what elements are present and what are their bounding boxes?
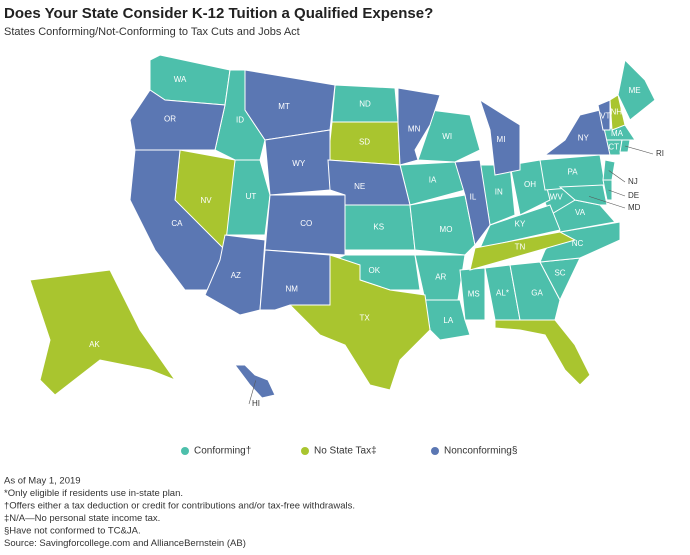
state bbox=[244, 69, 336, 141]
note: ‡N/A—No personal state income tax. bbox=[4, 513, 160, 524]
state-label: NM bbox=[285, 284, 298, 293]
state bbox=[234, 364, 276, 399]
state bbox=[494, 319, 591, 386]
note: As of May 1, 2019 bbox=[4, 476, 81, 487]
state-label: WA bbox=[174, 75, 187, 84]
leader-line bbox=[608, 170, 626, 183]
state-label: FL bbox=[542, 340, 552, 349]
legend: Conforming† No State Tax‡ Nonconforming§ bbox=[181, 446, 517, 457]
state-label: ID bbox=[236, 116, 244, 125]
state-label: TX bbox=[359, 314, 370, 323]
state bbox=[409, 194, 476, 256]
legend-swatch bbox=[301, 447, 309, 455]
legend-swatch bbox=[181, 447, 189, 455]
state bbox=[479, 98, 521, 176]
state-label: AR bbox=[435, 273, 446, 282]
note: *Only eligible if residents use in-state… bbox=[4, 488, 183, 499]
state bbox=[609, 94, 626, 131]
leader-line bbox=[588, 196, 626, 209]
state-label: OH bbox=[524, 180, 536, 189]
note: Source: Savingforcollege.com and Allianc… bbox=[4, 538, 246, 549]
state-label: DE bbox=[628, 191, 639, 200]
state-label: HI bbox=[252, 399, 260, 408]
state bbox=[469, 231, 577, 271]
state-label: CT bbox=[608, 143, 619, 152]
state-label: TN bbox=[515, 243, 526, 252]
state bbox=[204, 234, 266, 316]
state-label: SD bbox=[359, 137, 370, 146]
state-label: CO bbox=[300, 219, 312, 228]
state-label: KY bbox=[515, 220, 526, 229]
state-label: MI bbox=[497, 135, 506, 144]
state-label: UT bbox=[246, 192, 257, 201]
legend-label: No State Tax‡ bbox=[314, 446, 377, 457]
leader-line bbox=[608, 189, 626, 197]
state-label: AK bbox=[89, 340, 100, 349]
notes: As of May 1, 2019*Only eligible if resid… bbox=[4, 476, 355, 550]
state bbox=[602, 159, 616, 181]
state bbox=[454, 159, 491, 247]
state bbox=[459, 267, 486, 321]
leader-line bbox=[248, 380, 257, 405]
map: WA ID UT ND WI IA KS MO OK AR LA MS AL* GA SC NC VA WV KY O… bbox=[29, 54, 664, 408]
subtitle: States Conforming/Not-Conforming to Tax … bbox=[4, 26, 300, 38]
state-label: RI bbox=[656, 149, 664, 158]
state-label: VA bbox=[575, 208, 586, 217]
state-label: MT bbox=[278, 102, 290, 111]
state bbox=[264, 194, 346, 256]
state bbox=[259, 249, 331, 311]
state-label: AZ bbox=[231, 271, 241, 280]
note: †Offers either a tax deduction or credit… bbox=[4, 501, 355, 512]
state-label: PA bbox=[567, 168, 578, 177]
state-label: MA bbox=[611, 129, 624, 138]
state-label: WI bbox=[442, 132, 452, 141]
note: §Have not conformed to TC&JA. bbox=[4, 526, 141, 537]
state-label: GA bbox=[531, 289, 543, 298]
state bbox=[29, 269, 177, 396]
state bbox=[597, 99, 611, 131]
legend-label: Nonconforming§ bbox=[444, 446, 517, 457]
state-label: NJ bbox=[628, 177, 638, 186]
state-label: OK bbox=[369, 266, 381, 275]
state-label: NE bbox=[354, 182, 365, 191]
state bbox=[397, 87, 441, 166]
title: Does Your State Consider K-12 Tuition a … bbox=[4, 5, 433, 22]
state-label: MD bbox=[628, 203, 641, 212]
state-label: MO bbox=[440, 225, 453, 234]
state-label: NV bbox=[200, 196, 212, 205]
state-label: NC bbox=[572, 239, 584, 248]
state-label: WV bbox=[550, 193, 564, 202]
state-label: NY bbox=[578, 133, 590, 142]
state bbox=[617, 58, 656, 121]
state-label: LA bbox=[443, 316, 453, 325]
state bbox=[509, 159, 551, 216]
state-label: KS bbox=[373, 223, 384, 232]
state-label: IN bbox=[495, 188, 503, 197]
legend-swatch bbox=[431, 447, 439, 455]
state-label: IL bbox=[470, 193, 477, 202]
legend-label: Conforming† bbox=[194, 446, 251, 457]
state bbox=[288, 254, 431, 391]
state-label: VT bbox=[600, 111, 610, 120]
state bbox=[558, 184, 608, 206]
state-label: WY bbox=[292, 159, 306, 168]
state-label: CA bbox=[171, 219, 183, 228]
state-label: IA bbox=[429, 176, 437, 185]
state-label: MN bbox=[408, 124, 421, 133]
state-label: SC bbox=[554, 268, 565, 277]
leader-line bbox=[624, 145, 654, 155]
state-label: AL* bbox=[496, 288, 509, 297]
state-label: NH bbox=[610, 108, 622, 117]
state-label: ME bbox=[629, 86, 641, 95]
state-label: OR bbox=[164, 114, 176, 123]
state bbox=[479, 204, 561, 249]
state bbox=[129, 89, 226, 151]
state-label: ND bbox=[359, 99, 371, 108]
state-label: MS bbox=[468, 290, 480, 299]
